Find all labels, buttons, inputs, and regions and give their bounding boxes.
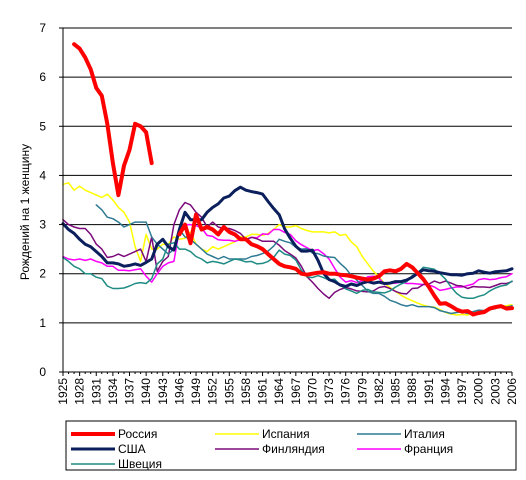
x-tick-label-1940: 1940 bbox=[139, 378, 153, 405]
y-tick-labels: 0 1 2 3 4 5 6 7 bbox=[39, 21, 46, 379]
series-line-Россия-0 bbox=[72, 42, 154, 198]
x-tick-label-1991: 1991 bbox=[422, 378, 436, 405]
x-tick-label-1982: 1982 bbox=[372, 378, 386, 405]
x-tick-label-1973: 1973 bbox=[322, 378, 336, 405]
y-tick-label-1: 1 bbox=[39, 316, 46, 330]
y-axis-label: Рождений на 1 женщину bbox=[18, 144, 32, 280]
x-tick-label-1934: 1934 bbox=[106, 378, 120, 405]
x-tick-labels: 1925 1928 1931 1934 1937 1940 1943 1946 1949 1952… bbox=[56, 378, 519, 405]
series-line-Испания-0 bbox=[62, 182, 513, 316]
x-tick-label-1925: 1925 bbox=[56, 378, 70, 405]
x-tick-label-1994: 1994 bbox=[438, 378, 452, 405]
series-line-США-0 bbox=[61, 185, 514, 288]
legend-frame bbox=[65, 420, 517, 471]
x-tick-label-1949: 1949 bbox=[189, 378, 203, 405]
x-tick-label-1937: 1937 bbox=[123, 378, 137, 405]
x-tick-label-1997: 1997 bbox=[455, 378, 469, 405]
x-tick-label-1976: 1976 bbox=[339, 378, 353, 405]
x-tick-label-1967: 1967 bbox=[289, 378, 303, 405]
x-tick-label-1979: 1979 bbox=[355, 378, 369, 405]
x-tick-label-1955: 1955 bbox=[222, 378, 236, 405]
y-tick-label-6: 6 bbox=[39, 70, 46, 84]
x-tick-label-1943: 1943 bbox=[156, 378, 170, 405]
legend-label-Россия: Россия bbox=[118, 427, 157, 441]
x-tick-label-1961: 1961 bbox=[256, 378, 270, 405]
x-tick-label-1988: 1988 bbox=[405, 378, 419, 405]
legend-label-Финляндия: Финляндия bbox=[262, 442, 325, 456]
x-tick-label-1985: 1985 bbox=[389, 378, 403, 405]
legend-label-Италия: Италия bbox=[404, 427, 445, 441]
x-tick-label-1964: 1964 bbox=[272, 378, 286, 405]
x-tick-label-1952: 1952 bbox=[206, 378, 220, 405]
series-line-Финляндия-0 bbox=[62, 201, 513, 300]
x-tick-label-1970: 1970 bbox=[305, 378, 319, 405]
legend-label-Франция: Франция bbox=[404, 442, 453, 456]
x-tick-label-2006: 2006 bbox=[505, 378, 519, 405]
y-tick-label-5: 5 bbox=[39, 119, 46, 133]
series-line-Россия-1 bbox=[177, 212, 514, 317]
legend-label-Швеция: Швеция bbox=[118, 457, 162, 471]
x-tick-label-1958: 1958 bbox=[239, 378, 253, 405]
x-tick-label-1928: 1928 bbox=[73, 378, 87, 405]
series-line-Италия-0 bbox=[95, 204, 513, 315]
legend-label-США: США bbox=[118, 442, 146, 456]
legend-label-Испания: Испания bbox=[262, 427, 310, 441]
y-tick-label-4: 4 bbox=[39, 168, 46, 182]
x-tick-label-1931: 1931 bbox=[89, 378, 103, 405]
x-tick-label-1946: 1946 bbox=[172, 378, 186, 405]
y-tick-label-0: 0 bbox=[39, 365, 46, 379]
axes bbox=[59, 27, 513, 376]
x-tick-label-2003: 2003 bbox=[488, 378, 502, 405]
series-lines bbox=[61, 42, 514, 317]
x-tick-label-2000: 2000 bbox=[472, 378, 486, 405]
legend: Россия Испания Италия США Финляндия Франция Шв… bbox=[65, 420, 517, 471]
y-tick-label-3: 3 bbox=[39, 218, 46, 232]
y-tick-label-2: 2 bbox=[39, 267, 46, 281]
y-tick-label-7: 7 bbox=[39, 21, 46, 35]
